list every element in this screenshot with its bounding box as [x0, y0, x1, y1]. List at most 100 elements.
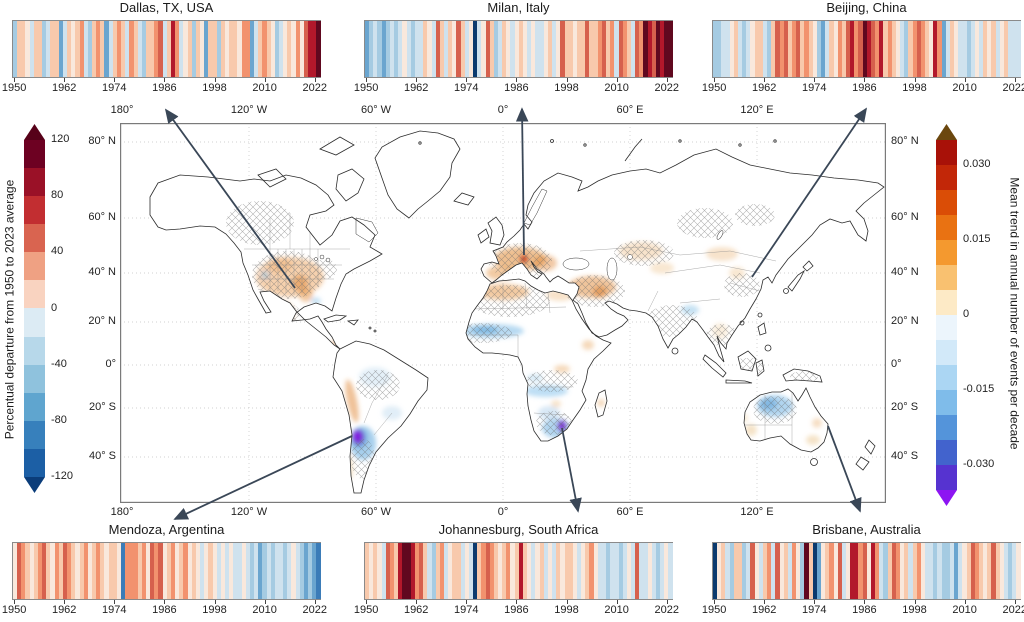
- year-stripe: [995, 21, 1000, 77]
- year-stripe: [385, 543, 390, 599]
- colorbar-tick-label: -0.015: [963, 383, 995, 395]
- year-stripe: [162, 543, 167, 599]
- year-stripe: [394, 543, 399, 599]
- year-stripe: [266, 21, 271, 77]
- year-stripe: [204, 21, 209, 77]
- colorbar-left: 120 80 40 0 -40 -80 -120: [24, 124, 73, 493]
- colorbar-tick-label: 0.015: [963, 233, 991, 245]
- colorbar-right-arrow-top: [936, 124, 957, 140]
- colorbar-segment: [936, 390, 957, 415]
- year-stripe: [912, 543, 917, 599]
- year-stripe: [721, 543, 726, 599]
- year-stripe: [17, 543, 22, 599]
- year-stripe: [585, 21, 590, 77]
- year-stripe: [949, 21, 955, 77]
- year-stripe: [241, 543, 246, 599]
- year-stripe: [610, 543, 615, 599]
- chart-title-milan: Milan, Italy: [487, 0, 550, 15]
- year-stripe: [58, 21, 63, 77]
- year-stripe: [729, 543, 734, 599]
- year-stripe: [79, 21, 84, 77]
- year-stripe: [373, 543, 378, 599]
- year-stripe: [775, 21, 780, 77]
- year-stripe: [191, 543, 196, 599]
- year-stripe: [791, 21, 797, 77]
- year-stripe: [381, 543, 386, 599]
- year-stripe: [787, 21, 792, 77]
- year-tick-mark: [864, 78, 866, 82]
- year-stripe: [42, 21, 47, 77]
- year-stripe: [312, 21, 317, 77]
- year-stripe: [254, 21, 259, 77]
- year-stripe: [477, 543, 482, 599]
- year-stripe: [274, 21, 279, 77]
- year-tick-label: 2010: [952, 82, 977, 94]
- year-stripe: [535, 21, 540, 77]
- year-stripe: [423, 543, 428, 599]
- colorbar-segment: [24, 196, 45, 225]
- colorbar-right: 0.030 0.015 0 -0.015 -0.030: [936, 124, 994, 506]
- stripes-johannesburg: [364, 542, 673, 600]
- year-stripe: [279, 543, 284, 599]
- year-stripe: [717, 21, 722, 77]
- year-stripe: [283, 543, 288, 599]
- longitude-label: 60° W: [360, 104, 392, 116]
- longitude-label: 0°: [497, 104, 509, 116]
- year-stripe: [460, 543, 465, 599]
- year-tick-label: 1950: [1, 604, 27, 616]
- year-stripe: [668, 543, 673, 599]
- colorbar-tick-label: -40: [51, 357, 67, 370]
- year-stripe: [75, 21, 80, 77]
- year-stripe: [452, 543, 457, 599]
- year-stripe: [660, 543, 665, 599]
- year-stripe: [456, 543, 461, 599]
- year-stripe: [67, 21, 72, 77]
- colorbar-tick-label: 0.030: [963, 158, 991, 170]
- year-stripe: [729, 21, 734, 77]
- year-stripe: [100, 21, 105, 77]
- year-stripe: [750, 21, 755, 77]
- year-stripe: [660, 21, 665, 77]
- year-stripe: [589, 543, 594, 599]
- year-stripe: [750, 543, 755, 599]
- year-stripe: [858, 543, 863, 599]
- year-stripe: [37, 21, 43, 77]
- year-tick-mark: [214, 600, 216, 604]
- year-stripe: [999, 21, 1004, 77]
- latitude-label: 20° N: [891, 315, 919, 327]
- latitude-label: 0°: [105, 358, 116, 370]
- year-stripe: [737, 21, 743, 77]
- year-stripe: [522, 543, 528, 599]
- year-stripe: [137, 543, 142, 599]
- stripes-milan: [364, 20, 673, 78]
- latitude-label: 40° S: [88, 450, 116, 462]
- year-stripe: [216, 543, 221, 599]
- year-stripe: [283, 21, 288, 77]
- year-stripe: [606, 543, 611, 599]
- year-stripe: [249, 543, 255, 599]
- latitude-label: 40° S: [891, 450, 919, 462]
- year-tick-label: 1974: [802, 82, 827, 94]
- year-stripe: [626, 543, 631, 599]
- year-stripe: [647, 543, 652, 599]
- year-stripe: [295, 543, 300, 599]
- year-stripe: [585, 543, 590, 599]
- year-stripe: [510, 21, 515, 77]
- year-stripe: [581, 543, 586, 599]
- year-stripe: [771, 21, 776, 77]
- year-stripe: [116, 543, 122, 599]
- year-stripe: [1016, 543, 1021, 599]
- year-tick-label: 1950: [353, 82, 379, 94]
- year-stripe: [829, 21, 834, 77]
- year-stripe: [237, 21, 242, 77]
- stripe-chart-johannesburg: Johannesburg, South Africa 1950 1962 1974 1…: [354, 522, 679, 620]
- year-stripe: [104, 21, 109, 77]
- year-stripe: [17, 21, 22, 77]
- stripe-chart-brisbane: Brisbane, Australia 1950 1962 1974 1986 1998…: [702, 522, 1024, 620]
- year-tick-label: 1962: [403, 604, 429, 616]
- year-stripe: [435, 21, 440, 77]
- year-stripe: [133, 543, 138, 599]
- year-stripe: [779, 543, 784, 599]
- year-stripe: [841, 21, 846, 77]
